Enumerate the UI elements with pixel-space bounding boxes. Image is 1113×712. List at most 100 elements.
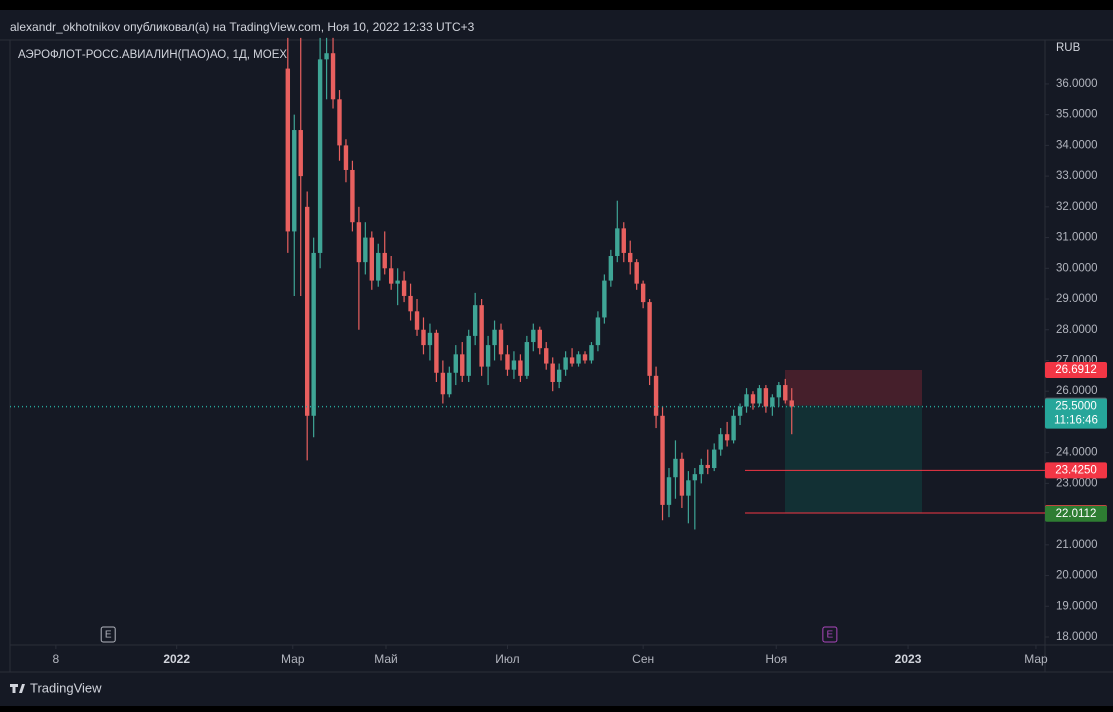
price-label: 23.4250 xyxy=(1055,464,1097,476)
y-tick-label: 34.0000 xyxy=(1056,139,1098,151)
logo-mark xyxy=(10,684,25,693)
x-tick-label: Мар xyxy=(281,652,305,666)
candle-body xyxy=(343,145,349,170)
candle-body xyxy=(485,345,491,367)
candle-body xyxy=(718,434,723,450)
chart-background xyxy=(0,10,1113,706)
candle-body xyxy=(356,222,362,263)
candle-body xyxy=(615,228,620,257)
candle-body xyxy=(653,375,659,416)
x-tick-label: Июл xyxy=(495,652,519,666)
candle-body xyxy=(569,357,575,364)
candle-body xyxy=(544,348,549,364)
last-price-box xyxy=(1045,398,1107,429)
candle-body xyxy=(770,397,775,407)
candle-body xyxy=(699,464,704,475)
candle-body xyxy=(705,464,710,469)
candle-body xyxy=(350,169,355,223)
y-tick-label: 28.0000 xyxy=(1056,324,1098,336)
candle-body xyxy=(498,329,504,355)
candle-body xyxy=(737,406,743,416)
y-tick-label: 20.0000 xyxy=(1056,570,1098,582)
y-tick-label: 29.0000 xyxy=(1056,293,1098,305)
candle-body xyxy=(337,99,342,146)
candle-body xyxy=(434,332,439,373)
candle-body xyxy=(363,237,368,263)
candle-body xyxy=(531,329,536,343)
candle-body xyxy=(640,283,646,303)
candle-body xyxy=(421,329,426,346)
y-tick-label: 19.0000 xyxy=(1056,600,1098,612)
event-marker xyxy=(822,626,838,643)
y-tick-label: 30.0000 xyxy=(1056,262,1098,274)
candle-body xyxy=(595,317,601,346)
candle-body xyxy=(466,335,471,376)
x-tick-label: Май xyxy=(374,652,398,666)
candle-body xyxy=(317,59,323,253)
y-tick-label: 26.0000 xyxy=(1056,385,1098,397)
candle-body xyxy=(460,354,465,376)
candle-body xyxy=(518,360,523,376)
candle-body xyxy=(388,268,394,284)
candle-body xyxy=(757,388,762,404)
event-label: E xyxy=(827,630,834,641)
footer-text: TradingView xyxy=(30,680,102,695)
candle-body xyxy=(647,302,652,376)
candle-body xyxy=(608,256,614,281)
candle-body xyxy=(472,305,478,336)
candle-body xyxy=(427,332,433,346)
x-tick-label: 8 xyxy=(53,652,60,666)
candle-body xyxy=(712,449,717,469)
x-tick-label: 2023 xyxy=(895,652,922,666)
candle-body xyxy=(783,385,788,401)
candle-body xyxy=(692,474,698,481)
candle-body xyxy=(731,415,736,441)
price-label: 22.0112 xyxy=(1056,508,1097,520)
candle-body xyxy=(576,354,581,364)
candle-body xyxy=(724,434,730,441)
price-label: 26.6912 xyxy=(1055,364,1097,376)
y-tick-label: 36.0000 xyxy=(1056,78,1098,90)
candle-body xyxy=(550,363,555,382)
y-tick-label: 31.0000 xyxy=(1056,232,1098,244)
candle-body xyxy=(492,329,497,346)
candle-body xyxy=(673,458,678,478)
chart-title: АЭРОФЛОТ-РОСС.АВИАЛИН(ПАО)АО, 1Д, MOEX xyxy=(18,49,287,61)
y-tick-label: 24.0000 xyxy=(1056,447,1098,459)
candle-body xyxy=(744,394,749,407)
y-tick-label: 33.0000 xyxy=(1056,170,1098,182)
candle-body xyxy=(395,280,400,284)
countdown-label: 11:16:46 xyxy=(1054,415,1098,427)
candle-body xyxy=(479,305,484,367)
candle-body xyxy=(660,415,665,505)
y-tick-label: 32.0000 xyxy=(1056,201,1098,213)
candle-body xyxy=(505,354,510,370)
candle-body xyxy=(369,237,374,281)
x-tick-label: Ноя xyxy=(765,652,787,666)
candle-body xyxy=(440,372,446,395)
x-tick-label: 2022 xyxy=(163,652,190,666)
candle-body xyxy=(324,53,329,60)
currency: RUB xyxy=(1056,42,1081,54)
y-tick-label: 21.0000 xyxy=(1056,539,1098,551)
candle-body xyxy=(679,458,685,496)
y-tick-label: 18.0000 xyxy=(1056,631,1098,643)
price-label-box xyxy=(1045,505,1107,522)
x-tick-label: Сен xyxy=(632,652,654,666)
candle-body xyxy=(524,342,530,376)
y-tick-label: 35.0000 xyxy=(1056,109,1098,121)
candle-body xyxy=(298,130,303,177)
candle-body xyxy=(401,280,407,296)
candle-body xyxy=(453,354,458,373)
candle-body xyxy=(511,360,517,370)
candle-body xyxy=(621,228,626,253)
last-price-label: 25.5000 xyxy=(1055,401,1097,413)
candle-body xyxy=(628,252,633,263)
candle-body xyxy=(776,385,782,398)
candle-body xyxy=(304,206,310,416)
profit-zone xyxy=(785,405,922,514)
candle-body xyxy=(285,68,291,232)
candle-body xyxy=(382,252,387,269)
candle-body xyxy=(666,477,672,505)
